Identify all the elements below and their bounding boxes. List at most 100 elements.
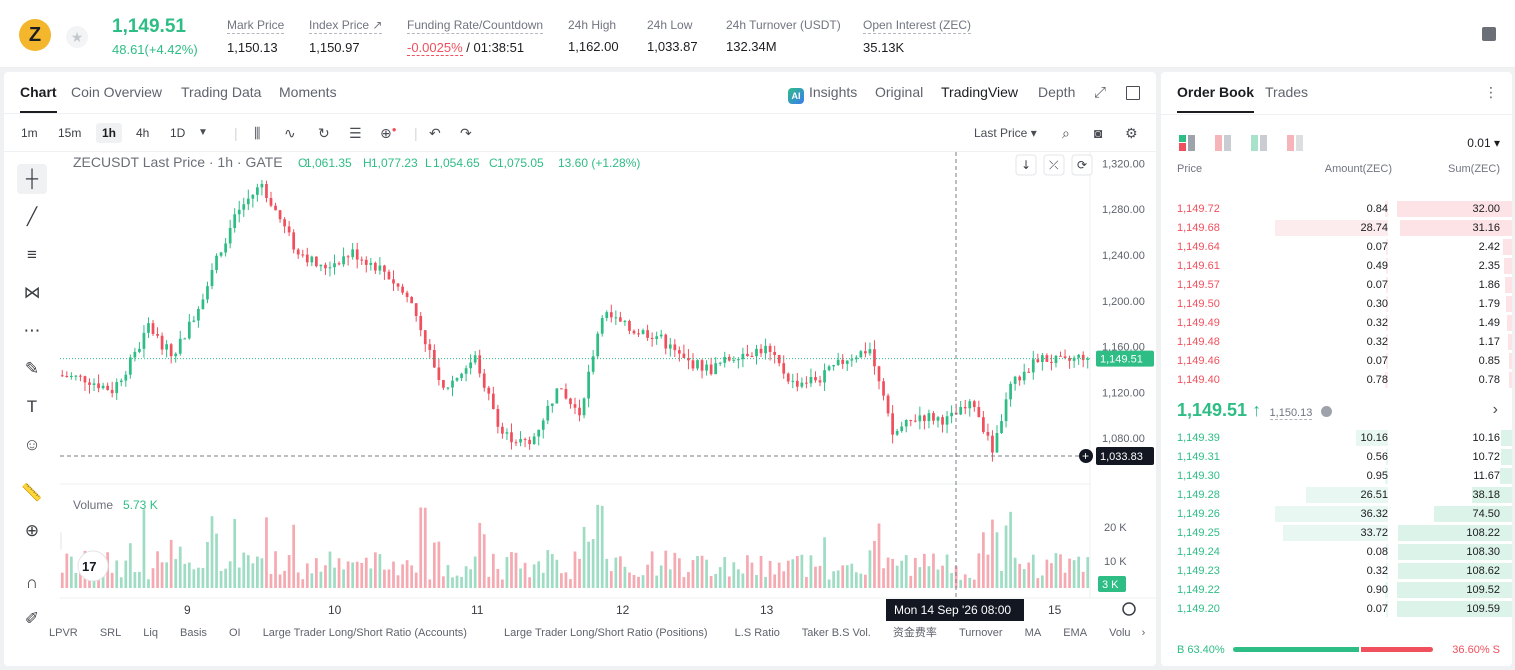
ask-row[interactable]: 1,149.50 0.30 1.79 bbox=[1161, 295, 1512, 314]
undo-icon[interactable]: ↶ bbox=[429, 125, 441, 141]
ask-row[interactable]: 1,149.72 0.84 32.00 bbox=[1161, 200, 1512, 219]
ask-row[interactable]: 1,149.68 28.74 31.16 bbox=[1161, 219, 1512, 238]
camera-icon[interactable]: ◙ bbox=[1094, 125, 1103, 141]
view-tradingview[interactable]: TradingView bbox=[941, 84, 1019, 100]
zoom-tool-icon[interactable]: ⊕ bbox=[24, 521, 40, 540]
bid-row[interactable]: 1,149.23 0.32 108.62 bbox=[1161, 562, 1512, 581]
settings-gear-icon[interactable]: ⚙ bbox=[1125, 125, 1138, 141]
timeframe-1m[interactable]: 1m bbox=[21, 126, 38, 140]
volume-bar bbox=[464, 566, 468, 588]
indicator-tab-basis[interactable]: Basis bbox=[180, 627, 207, 639]
indicator-tab-ls-ratio[interactable]: L.S Ratio bbox=[734, 627, 780, 639]
scroll-right-icon[interactable]: › bbox=[1141, 627, 1146, 639]
loop-icon[interactable] bbox=[1071, 154, 1093, 176]
ruler-tool-icon[interactable]: 📏 bbox=[21, 483, 43, 502]
indicator-tab-taker[interactable]: Taker B.S Vol. bbox=[801, 627, 871, 639]
indicator-tab-funding[interactable]: 资金费率 bbox=[892, 627, 937, 639]
volume-bar bbox=[310, 573, 314, 588]
bid-row[interactable]: 1,149.31 0.56 10.72 bbox=[1161, 448, 1512, 467]
view-asks-icon[interactable] bbox=[1215, 135, 1231, 151]
bid-row[interactable]: 1,149.26 36.32 74.50 bbox=[1161, 505, 1512, 524]
more-menu-icon[interactable]: ⋮ bbox=[1484, 84, 1498, 100]
indicator-tab-srl[interactable]: SRL bbox=[99, 627, 122, 639]
bid-row[interactable]: 1,149.30 0.95 11.67 bbox=[1161, 467, 1512, 486]
view-insights[interactable]: AI Insights bbox=[788, 84, 857, 104]
view-depth[interactable]: Depth bbox=[1038, 84, 1076, 100]
add-alert-icon[interactable] bbox=[1079, 449, 1093, 463]
fib-tool-icon[interactable]: ⋯ bbox=[23, 321, 41, 340]
tab-trading-data[interactable]: Trading Data bbox=[181, 84, 262, 100]
view-original[interactable]: Original bbox=[875, 84, 924, 100]
tab-order-book[interactable]: Order Book bbox=[1177, 84, 1255, 113]
indicator-tab-volume[interactable]: Volu bbox=[1109, 627, 1131, 639]
bid-row[interactable]: 1,149.20 0.07 109.59 bbox=[1161, 600, 1512, 619]
bid-row[interactable]: 1,149.28 26.51 38.18 bbox=[1161, 486, 1512, 505]
candle-body bbox=[65, 375, 69, 378]
ask-row[interactable]: 1,149.46 0.07 0.85 bbox=[1161, 352, 1512, 371]
favorite-star-icon[interactable]: ★ bbox=[66, 26, 88, 48]
collapse-icon[interactable] bbox=[1043, 154, 1065, 176]
tab-coin-overview[interactable]: Coin Overview bbox=[71, 84, 163, 100]
ask-row[interactable]: 1,149.61 0.49 2.35 bbox=[1161, 257, 1512, 276]
trendline-tool-icon[interactable]: ╱ bbox=[26, 207, 38, 226]
candle-type-icon[interactable]: ⫼ bbox=[254, 125, 261, 141]
notes-icon[interactable] bbox=[1482, 27, 1496, 41]
bid-row[interactable]: 1,149.24 0.08 108.30 bbox=[1161, 543, 1512, 562]
pencil-lock-icon[interactable]: ✐ bbox=[24, 609, 40, 628]
candle-body bbox=[578, 407, 581, 416]
mid-price-row[interactable]: 1,149.51 ↑ 1,150.13 bbox=[1177, 400, 1332, 424]
pattern-tool-icon[interactable]: ⋈ bbox=[23, 283, 41, 302]
indicator-tab-lt-accounts[interactable]: Large Trader Long/Short Ratio (Accounts) bbox=[262, 627, 467, 639]
indicator-tab-ma[interactable]: MA bbox=[1024, 627, 1042, 639]
window-icon[interactable] bbox=[1126, 86, 1140, 100]
timeframe-15m[interactable]: 15m bbox=[58, 126, 82, 140]
volume-bar bbox=[319, 571, 323, 588]
indicators-icon[interactable]: ∿ bbox=[284, 125, 296, 141]
timeframe-4h[interactable]: 4h bbox=[136, 126, 150, 140]
magnet-tool-icon[interactable]: ∩ bbox=[25, 573, 39, 592]
price-type-select[interactable]: Last Price ▾ bbox=[974, 126, 1037, 140]
indicator-tab-lpvr[interactable]: LPVR bbox=[49, 627, 78, 639]
bid-row[interactable]: 1,149.39 10.16 10.16 bbox=[1161, 429, 1512, 448]
indicator-tab-turnover[interactable]: Turnover bbox=[958, 627, 1003, 639]
tab-moments[interactable]: Moments bbox=[279, 84, 337, 100]
timeframe-1d[interactable]: 1D bbox=[170, 126, 186, 140]
view-asks-only-icon[interactable] bbox=[1287, 135, 1303, 151]
ask-row[interactable]: 1,149.57 0.07 1.86 bbox=[1161, 276, 1512, 295]
replay-icon[interactable]: ↻ bbox=[318, 125, 330, 141]
redo-icon[interactable]: ↷ bbox=[460, 125, 472, 141]
indicator-tab-lt-positions[interactable]: Large Trader Long/Short Ratio (Positions… bbox=[503, 627, 708, 639]
tab-trades[interactable]: Trades bbox=[1265, 84, 1309, 100]
down-arrow-icon[interactable] bbox=[1015, 154, 1037, 176]
emoji-tool-icon[interactable]: ☺ bbox=[23, 435, 41, 454]
timeframe-1h[interactable]: 1h bbox=[96, 123, 123, 143]
chart-settings-icon[interactable] bbox=[1122, 602, 1136, 616]
indicator-tab-liq[interactable]: Liq bbox=[143, 627, 158, 639]
collapse-tools-handle[interactable] bbox=[60, 532, 62, 550]
add-indicator-icon[interactable]: ⊕● bbox=[380, 125, 397, 141]
bid-row[interactable]: 1,149.22 0.90 109.52 bbox=[1161, 581, 1512, 600]
ask-row[interactable]: 1,149.49 0.32 1.49 bbox=[1161, 314, 1512, 333]
ask-row[interactable]: 1,149.64 0.07 2.42 bbox=[1161, 238, 1512, 257]
bid-row[interactable]: 1,149.25 33.72 108.22 bbox=[1161, 524, 1512, 543]
crosshair-tool-icon[interactable]: ┼ bbox=[17, 164, 47, 194]
brush-tool-icon[interactable]: ✎ bbox=[24, 359, 40, 378]
text-tool-icon[interactable]: T bbox=[26, 397, 38, 416]
chevron-right-icon[interactable]: › bbox=[1492, 401, 1498, 418]
tab-chart[interactable]: Chart bbox=[20, 84, 57, 113]
stat-index-price[interactable]: Index Price ↗ 1,150.97 bbox=[309, 18, 383, 55]
view-both-icon[interactable] bbox=[1179, 135, 1195, 151]
view-bids-icon[interactable] bbox=[1251, 135, 1267, 151]
ask-row[interactable]: 1,149.48 0.32 1.17 bbox=[1161, 333, 1512, 352]
timeframe-dropdown-icon[interactable]: ▼ bbox=[198, 127, 208, 138]
precision-select[interactable]: 0.01 ▾ bbox=[1467, 136, 1500, 150]
templates-icon[interactable]: ☰ bbox=[349, 125, 362, 141]
indicator-tab-ema[interactable]: EMA bbox=[1063, 627, 1088, 639]
candlestick-chart[interactable]: 1,320.00 1,280.00 1,240.00 1,200.00 1,160.00… bbox=[60, 152, 1156, 622]
ask-row[interactable]: 1,149.40 0.78 0.78 bbox=[1161, 371, 1512, 390]
search-icon[interactable]: ⌕ bbox=[1062, 125, 1070, 141]
indicator-tab-oi[interactable]: OI bbox=[229, 627, 241, 639]
expand-icon[interactable]: ⤢ bbox=[1094, 84, 1107, 101]
channel-tool-icon[interactable]: ≡ bbox=[27, 245, 37, 264]
candle-body bbox=[619, 317, 622, 322]
